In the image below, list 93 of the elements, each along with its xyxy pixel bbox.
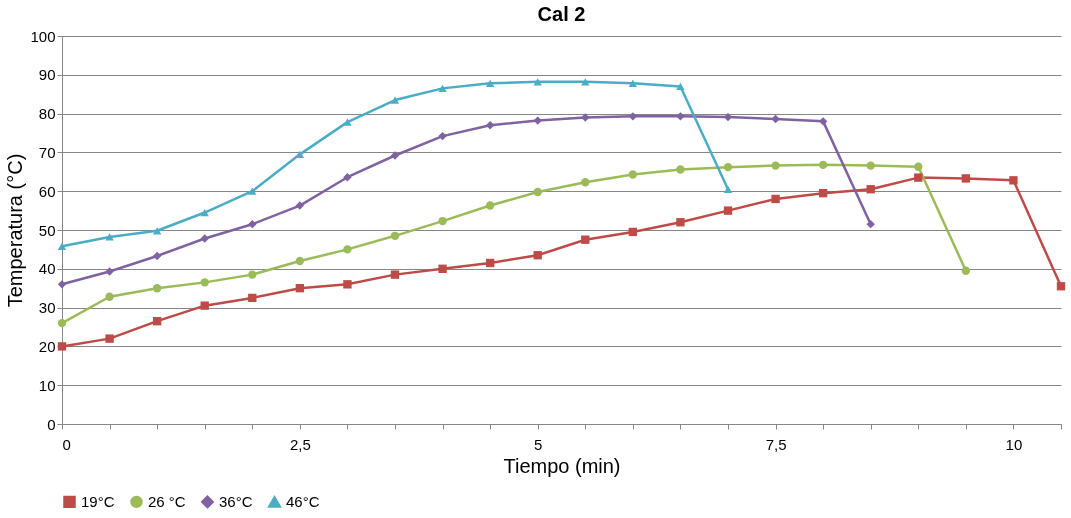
y-tick-label: 70 [38,143,56,161]
point [818,160,828,169]
point [390,96,400,104]
point [866,220,875,229]
point [866,185,875,194]
point [343,118,352,126]
point [248,293,257,303]
legend-label: 26 °C [148,492,186,510]
point [105,334,114,343]
point [438,84,447,92]
legend-label: 46°C [286,493,320,511]
y-tick-label: 100 [30,27,56,45]
point [57,280,67,289]
point [914,162,923,171]
point [390,270,400,279]
y-tick-label: 60 [38,182,56,200]
point [105,267,114,276]
y-tick-label: 20 [38,337,56,355]
point [961,174,971,183]
point [438,131,447,141]
point [723,206,733,215]
point [57,318,67,328]
point [676,112,685,121]
point [390,231,400,240]
point [152,317,162,326]
point [152,251,162,261]
point [105,292,114,301]
point [200,278,209,287]
point [295,256,305,266]
point [200,208,209,217]
point [152,284,162,293]
point [57,342,67,351]
point [485,258,495,268]
point [343,280,352,289]
point [1056,282,1066,291]
point [818,117,828,126]
point [295,284,305,293]
x-tick-label: 7,5 [765,435,787,453]
x-axis-title: Tiempo (min) [503,454,621,477]
point [581,113,590,122]
y-tick-label: 80 [38,105,56,123]
point [723,185,733,193]
point [485,79,495,87]
point [581,178,590,187]
point [771,194,780,204]
point [295,201,305,210]
point [485,121,495,130]
point [771,161,780,170]
y-tick-label: 50 [38,221,56,239]
point [533,187,542,197]
point [152,227,162,235]
point [771,114,780,124]
y-tick-label: 0 [47,415,56,433]
y-tick-label: 10 [38,376,56,394]
chart-title: Cal 2 [537,3,586,25]
point [485,201,495,210]
point [1009,176,1018,185]
point [200,301,209,310]
point [248,187,257,195]
point [866,161,875,170]
point [533,116,542,125]
point [343,173,352,182]
point [676,218,685,227]
x-tick-label: 10 [1005,435,1023,453]
point [533,251,542,260]
point [581,235,590,244]
point [676,82,685,91]
point [818,188,828,198]
legend-label: 19°C [81,492,115,510]
y-tick-label: 90 [38,66,56,84]
point [628,170,638,179]
y-tick-label: 30 [38,299,56,317]
point [438,264,447,273]
point [105,233,114,241]
y-tick-label: 40 [38,260,56,278]
point [390,151,400,160]
point [723,162,733,172]
legend-label: 36°C [219,492,253,510]
point [438,216,447,226]
point [57,242,67,250]
x-tick-label: 5 [534,435,543,453]
point [961,266,971,275]
x-tick-label: 0 [62,435,71,453]
point [343,245,352,254]
point [200,234,209,243]
point [628,79,638,87]
point [914,173,923,182]
x-tick-label: 2,5 [289,435,311,453]
y-axis-title: Temperatura (°C) [4,153,27,308]
point [628,227,638,237]
point [248,270,257,279]
point [248,220,257,229]
point [676,165,685,174]
